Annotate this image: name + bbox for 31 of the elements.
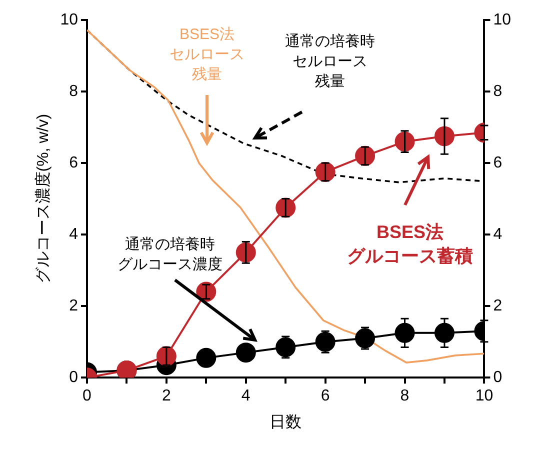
x-tick-label: 6 [320,388,330,405]
y-tick-label: 2 [69,297,78,314]
x-tick-label: 10 [475,388,494,405]
x-tick-label: 2 [162,388,171,405]
x-axis-title: 日数 [270,414,302,431]
y-tick-label: 4 [69,226,78,243]
y-tick-label: 6 [69,154,78,172]
point [434,322,454,343]
y2-tick-label: 6 [493,154,502,172]
y2-tick-label: 10 [493,11,512,28]
y2-tick-label: 2 [493,297,502,314]
y2-tick-label: 4 [493,226,502,243]
y-tick-label: 10 [60,11,78,28]
y2-tick-label: 0 [493,369,502,386]
point [276,337,296,358]
point [394,322,415,343]
annotation: BSES法セルロース残量 [170,26,244,84]
point [355,328,376,348]
y-tick-label: 0 [69,369,78,386]
annotation: 通常の培養時グルコース濃度 [118,236,222,274]
x-tick-label: 8 [400,388,410,405]
x-tick-label: 4 [241,388,250,405]
point [236,342,256,363]
point [315,332,336,352]
y-tick-label: 8 [69,82,78,100]
x-tick-label: 0 [82,388,92,405]
annotation: BSES法グルコース蓄積 [347,222,473,266]
annotation: 通常の培養時セルロース残量 [285,33,375,90]
y2-tick-label: 8 [493,82,502,100]
y-axis-title: グルコース濃度(%, w/v) [34,114,52,284]
point [196,348,216,368]
